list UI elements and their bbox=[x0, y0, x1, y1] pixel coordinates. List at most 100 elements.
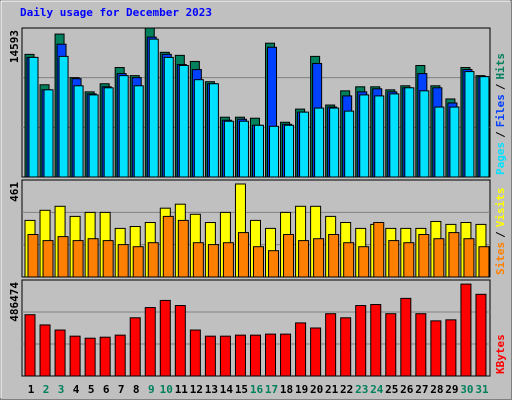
bar bbox=[73, 85, 84, 178]
bar bbox=[340, 317, 352, 377]
bar bbox=[58, 55, 69, 178]
bar bbox=[234, 334, 246, 377]
bar bbox=[343, 242, 355, 278]
bar bbox=[325, 313, 337, 377]
bar bbox=[249, 334, 261, 377]
bar bbox=[284, 124, 295, 178]
bar bbox=[163, 56, 174, 178]
bar bbox=[207, 244, 219, 278]
y-tick-label: 14593 bbox=[8, 30, 21, 63]
legend-entry: Sites bbox=[494, 242, 507, 275]
bar bbox=[448, 232, 460, 278]
bar bbox=[222, 242, 234, 278]
bar bbox=[475, 293, 487, 377]
x-tick-label: 22 bbox=[340, 383, 353, 396]
bar bbox=[359, 94, 370, 178]
bar bbox=[445, 319, 457, 377]
bar bbox=[373, 222, 385, 278]
bar bbox=[133, 85, 144, 178]
legend-entry: Pages bbox=[494, 142, 507, 175]
x-tick-label: 13 bbox=[205, 383, 218, 396]
x-tick-label: 17 bbox=[265, 383, 278, 396]
bar bbox=[252, 246, 264, 278]
bar bbox=[269, 125, 280, 178]
legend-separator: / bbox=[494, 231, 507, 238]
bar bbox=[268, 250, 280, 278]
bar bbox=[69, 335, 81, 377]
bar bbox=[388, 240, 400, 278]
bar bbox=[102, 240, 114, 278]
bar bbox=[298, 240, 310, 278]
legend: Pages / Files / Hits bbox=[494, 53, 507, 175]
x-tick-label: 26 bbox=[400, 383, 414, 396]
x-tick-label: 24 bbox=[370, 383, 384, 396]
bar bbox=[283, 233, 295, 278]
x-tick-label: 28 bbox=[430, 383, 443, 396]
bar bbox=[418, 233, 430, 278]
bar bbox=[87, 238, 99, 278]
bar bbox=[329, 107, 340, 178]
bar bbox=[147, 242, 159, 278]
bar bbox=[193, 79, 204, 178]
legend-entry: Files bbox=[494, 94, 507, 127]
bar bbox=[27, 233, 39, 278]
x-tick-label: 23 bbox=[355, 383, 368, 396]
x-tick-label: 19 bbox=[295, 383, 308, 396]
x-tick-label: 4 bbox=[73, 383, 80, 396]
bar bbox=[434, 106, 445, 178]
bar bbox=[54, 329, 66, 377]
bar bbox=[72, 240, 84, 278]
bar bbox=[57, 236, 69, 278]
bar bbox=[400, 297, 412, 377]
x-tick-label: 2 bbox=[43, 383, 50, 396]
bar bbox=[449, 106, 460, 178]
legend-entry: KBytes bbox=[494, 334, 507, 374]
bar bbox=[208, 83, 219, 178]
bar bbox=[403, 242, 415, 278]
bar bbox=[174, 305, 186, 377]
x-tick-label: 31 bbox=[475, 383, 489, 396]
bar bbox=[189, 329, 201, 377]
bar bbox=[464, 71, 475, 178]
bar bbox=[178, 65, 189, 178]
y-tick-label: 486474 bbox=[8, 282, 21, 322]
x-tick-label: 11 bbox=[175, 383, 189, 396]
bar bbox=[389, 93, 400, 178]
bar bbox=[42, 240, 54, 278]
bar bbox=[358, 246, 370, 278]
bar bbox=[192, 242, 204, 278]
bar bbox=[159, 299, 171, 377]
bar bbox=[28, 56, 39, 178]
bar bbox=[430, 320, 442, 377]
bar bbox=[223, 120, 234, 178]
bar bbox=[114, 334, 126, 377]
bar bbox=[419, 90, 430, 178]
legend: KBytes bbox=[494, 334, 507, 374]
bar bbox=[117, 244, 129, 278]
x-tick-label: 7 bbox=[118, 383, 125, 396]
bar bbox=[84, 337, 96, 377]
bar bbox=[385, 313, 397, 377]
x-tick-label: 8 bbox=[133, 383, 140, 396]
legend: Sites / Visits bbox=[494, 188, 507, 276]
bar bbox=[148, 38, 159, 178]
x-tick-label: 29 bbox=[445, 383, 458, 396]
bar bbox=[88, 94, 99, 178]
bar bbox=[237, 232, 249, 278]
x-tick-label: 30 bbox=[460, 383, 473, 396]
bar bbox=[478, 246, 490, 278]
bar bbox=[374, 95, 385, 178]
legend-separator: / bbox=[494, 83, 507, 90]
x-tick-label: 25 bbox=[385, 383, 398, 396]
x-tick-label: 18 bbox=[280, 383, 293, 396]
bar bbox=[415, 313, 427, 377]
bar bbox=[314, 107, 325, 178]
x-tick-label: 10 bbox=[160, 383, 173, 396]
legend-separator: / bbox=[494, 131, 507, 138]
y-tick-label: 461 bbox=[8, 182, 21, 202]
bar bbox=[433, 238, 445, 278]
bar bbox=[328, 233, 340, 278]
bar bbox=[129, 317, 141, 377]
bar bbox=[313, 238, 325, 278]
